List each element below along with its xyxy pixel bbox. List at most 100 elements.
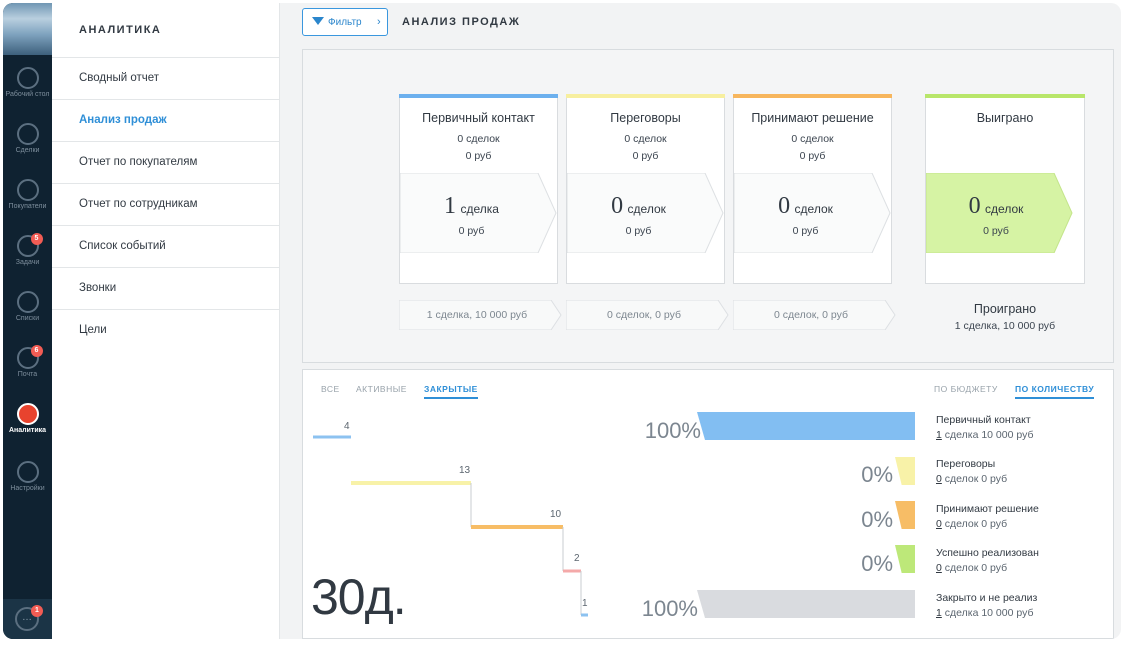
stage-big-rub: 0 руб [983,225,1009,237]
stage-card-deciding[interactable]: Принимают решение 0 сделок 0 руб 0 сдело… [733,94,892,284]
sidebar-item-customers-report[interactable]: Отчет по покупателям [52,142,279,184]
nav-label: Списки [15,315,40,322]
stage-big-count: 0 сделок [926,193,1066,220]
stage-card-won[interactable]: Выиграно 0 сделок 0 руб [925,94,1085,284]
legend-label: Успешно реализован [936,547,1039,559]
nav-item-dashboard[interactable]: Рабочий стол [3,61,52,117]
funnel-panel: ВСЕ АКТИВНЫЕ ЗАКРЫТЫЕ ПО БЮДЖЕТУ ПО КОЛИ… [302,369,1114,639]
stage-name: Принимают решение [751,111,874,125]
sidebar-item-sales-analysis[interactable]: Анализ продаж [52,100,279,142]
nav-item-analytics[interactable]: Аналитика [3,397,52,453]
legend-value-text: сделка 10 000 руб [941,429,1034,441]
lost-summary: Проиграно 1 сделка, 10 000 руб [925,302,1085,332]
funnel-pct: 0% [861,551,893,576]
stage-summary-text: 0 сделок, 0 руб [774,309,848,321]
stage-color-bar [925,94,1085,98]
stage-summary-text: 0 сделок, 0 руб [607,309,681,321]
nav-footer: … 1 [3,599,52,639]
big-number: 0 [611,193,624,219]
chevron-right-icon: › [377,16,381,28]
stage-name: Переговоры [610,111,681,125]
big-number: 0 [778,193,791,219]
period-days: 30д. [311,569,407,625]
tab-closed[interactable]: ЗАКРЫТЫЕ [424,384,478,399]
stage-big-rub: 0 руб [792,225,819,237]
nav-item-mail[interactable]: 6 Почта [3,341,52,397]
legend-value-text: сделка 10 000 руб [941,607,1034,619]
customers-icon [16,179,39,201]
tab-all[interactable]: ВСЕ [321,384,340,394]
step-number: 1 [582,598,588,609]
stage-arrow: 0 сделок 0 руб [926,173,1084,253]
nav-item-settings[interactable]: Настройки [3,455,52,511]
funnel-legend-item: Первичный контакт 1 сделка 10 000 руб [936,414,1106,441]
stage-summary-text: 1 сделка, 10 000 руб [426,309,528,321]
funnel-bar [697,412,915,440]
filter-label: Фильтр [328,17,362,28]
big-word: сделка [460,202,499,216]
lost-value: 1 сделка, 10 000 руб [954,320,1056,332]
stage-card-primary-contact[interactable]: Первичный контакт 0 сделок 0 руб 1 сделк… [399,94,558,284]
chat-badge: 1 [31,605,43,617]
dashboard-icon [16,67,39,89]
mode-by-count[interactable]: ПО КОЛИЧЕСТВУ [1015,384,1095,399]
stage-color-bar [733,94,892,98]
nav-header-image [3,3,52,55]
funnel-bar [895,501,915,529]
funnel-bar [697,590,915,618]
stage-deals: 0 сделок [457,133,500,145]
mail-icon: 6 [16,345,43,369]
funnel-legend-item: Закрыто и не реализ 1 сделка 10 000 руб [936,592,1106,619]
main-nav: Рабочий стол Сделки Покупатели 5 Задачи … [3,3,52,639]
sidebar-item-calls[interactable]: Звонки [52,268,279,310]
nav-label: Покупатели [8,203,47,210]
nav-item-deals[interactable]: Сделки [3,117,52,173]
sidebar-item-employees-report[interactable]: Отчет по сотрудникам [52,184,279,226]
legend-count-link[interactable]: 1 [936,429,942,441]
nav-item-tasks[interactable]: 5 Задачи [3,229,52,285]
legend-value: 0 сделок 0 руб [936,473,1106,485]
nav-label: Рабочий стол [5,91,50,98]
sidebar-item-summary-report[interactable]: Сводный отчет [52,58,279,100]
dollar-icon [16,123,39,145]
pipeline-panel: Первичный контакт 0 сделок 0 руб 1 сделк… [302,49,1114,363]
stage-big-count: 0 сделок [734,193,877,220]
nav-item-customers[interactable]: Покупатели [3,173,52,229]
sidebar-title: АНАЛИТИКА [52,3,279,58]
big-number: 0 [968,193,981,219]
nav-label: Настройки [10,485,45,492]
stage-big-count: 0 сделок [567,193,710,220]
mode-by-budget[interactable]: ПО БЮДЖЕТУ [934,384,998,394]
stage-summary: 0 сделок, 0 руб [733,300,896,330]
nav-label: Аналитика [8,427,47,434]
big-word: сделок [627,202,666,216]
sidebar-item-goals[interactable]: Цели [79,324,107,336]
tab-active[interactable]: АКТИВНЫЕ [356,384,407,394]
funnel-legend-item: Переговоры 0 сделок 0 руб [936,458,1106,485]
legend-value: 1 сделка 10 000 руб [936,429,1106,441]
mail-badge: 6 [30,345,43,357]
funnel-pct: 0% [861,462,893,487]
stage-name: Выиграно [976,111,1034,125]
chat-icon[interactable]: … 1 [15,605,43,631]
legend-count-link[interactable]: 0 [936,518,942,530]
stage-arrow: 0 сделок 0 руб [567,173,724,253]
legend-value: 0 сделок 0 руб [936,518,1106,530]
legend-value-text: сделок 0 руб [941,562,1008,574]
legend-label: Переговоры [936,458,996,470]
nav-item-lists[interactable]: Списки [3,285,52,341]
legend-value-text: сделок 0 руб [941,518,1008,530]
stage-deals: 0 сделок [624,133,667,145]
legend-count-link[interactable]: 1 [936,607,942,619]
stage-card-negotiations[interactable]: Переговоры 0 сделок 0 руб 0 сделок 0 руб [566,94,725,284]
sidebar-item-events-list[interactable]: Список событий [52,226,279,268]
filter-button[interactable]: Фильтр › [302,8,388,36]
stage-rub: 0 руб [799,150,826,162]
lost-title: Проиграно [973,302,1037,316]
funnel-chart [313,412,915,618]
funnel-bar [895,457,915,485]
funnel-pct: 100% [641,596,698,621]
app-window: Рабочий стол Сделки Покупатели 5 Задачи … [3,3,1121,639]
legend-count-link[interactable]: 0 [936,473,942,485]
legend-count-link[interactable]: 0 [936,562,942,574]
